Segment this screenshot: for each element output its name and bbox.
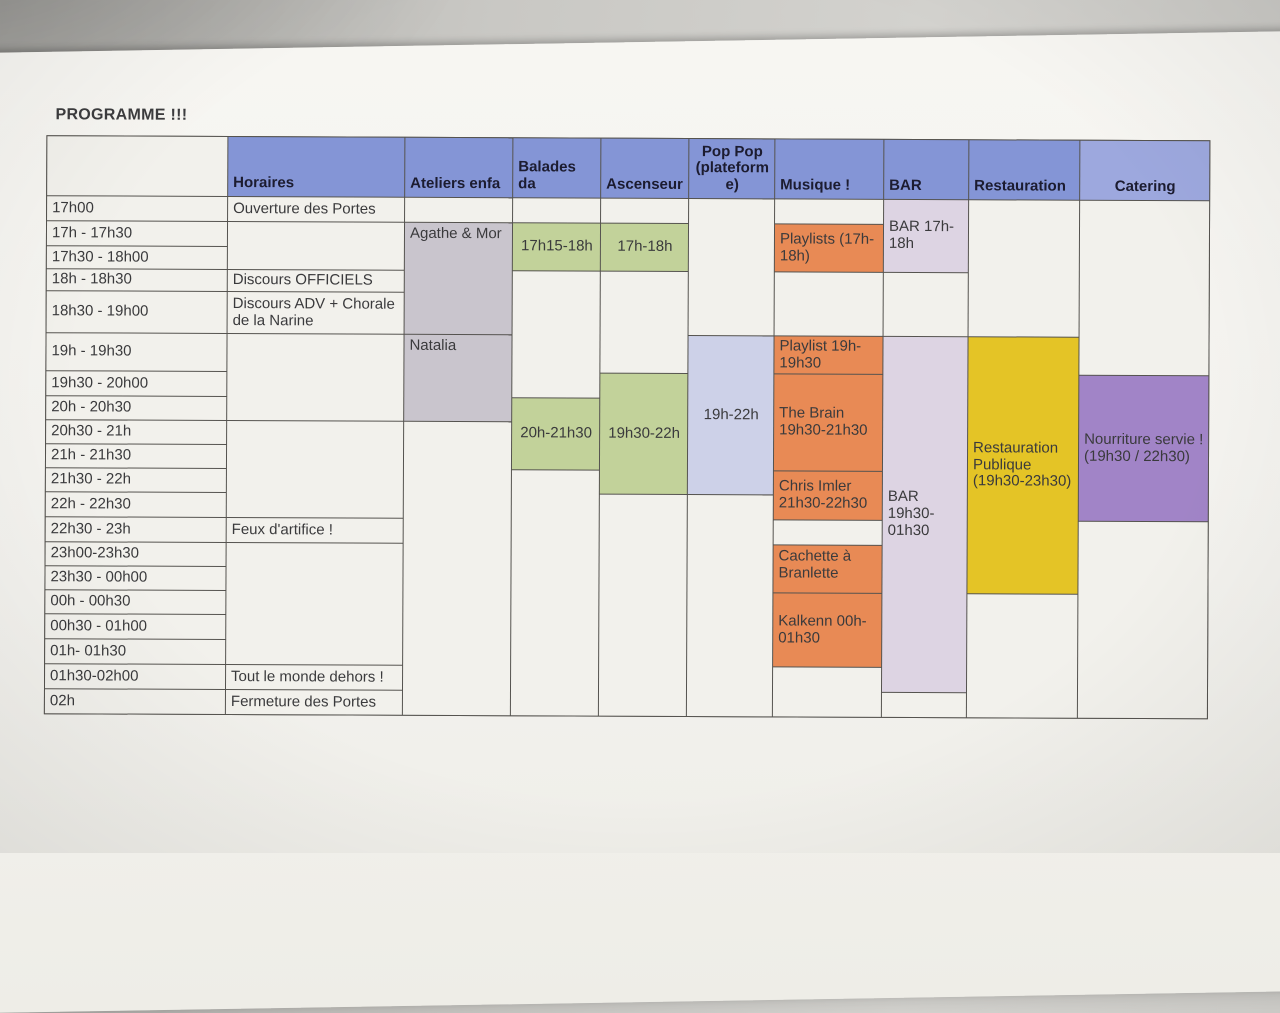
- event-ascenseur-19h30: 19h30-22h: [599, 373, 688, 495]
- empty-cell: [1079, 200, 1210, 376]
- time-cell: 23h00-23h30: [45, 542, 226, 566]
- time-cell: 22h30 - 23h: [45, 517, 226, 542]
- empty-cell: [600, 271, 688, 374]
- empty-cell: [881, 692, 966, 718]
- schedule-table: Horaires Ateliers enfa Balades da Ascens…: [43, 135, 1211, 720]
- empty-cell: [598, 494, 687, 716]
- header-musique: Musique !: [775, 139, 884, 199]
- time-cell: 18h30 - 19h00: [46, 291, 227, 333]
- empty-cell: [513, 198, 601, 223]
- event-discours-officiels: Discours OFFICIELS: [227, 269, 404, 292]
- time-cell: 20h30 - 21h: [46, 420, 227, 444]
- time-cell: 21h - 21h30: [45, 444, 227, 468]
- empty-cell: [510, 470, 599, 716]
- empty-cell: [966, 594, 1078, 718]
- event-cachette: Cachette à Branlette: [773, 545, 882, 593]
- event-playlist-19h: Playlist 19h-19h30: [774, 336, 883, 374]
- header-pop-pop: Pop Pop (plateforme): [689, 139, 775, 199]
- time-cell: 18h - 18h30: [46, 269, 227, 291]
- event-tout-le-monde-dehors: Tout le monde dehors !: [225, 664, 403, 690]
- time-cell: 22h - 22h30: [45, 492, 226, 517]
- event-agathe-mor: Agathe & Mor: [404, 222, 513, 335]
- time-cell: 00h - 00h30: [45, 590, 226, 614]
- time-cell: 01h- 01h30: [45, 639, 226, 664]
- event-bar-19h30: BAR 19h30-01h30: [881, 336, 968, 693]
- empty-cell: [226, 420, 404, 518]
- time-cell: 17h - 17h30: [46, 221, 228, 246]
- time-cell: 17h30 - 18h00: [46, 246, 227, 269]
- header-empty: [47, 136, 228, 196]
- empty-cell: [772, 667, 882, 717]
- empty-cell: [883, 272, 968, 337]
- time-cell: 20h - 20h30: [46, 396, 227, 420]
- event-discours-adv: Discours ADV + Chorale de la Narine: [227, 291, 404, 334]
- header-balades: Balades da: [513, 138, 601, 198]
- empty-cell: [773, 520, 882, 545]
- empty-cell: [227, 333, 404, 421]
- event-the-brain: The Brain 19h30-21h30: [773, 374, 883, 471]
- empty-cell: [402, 421, 512, 716]
- time-cell: 21h30 - 22h: [45, 468, 226, 492]
- time-cell: 01h30-02h00: [44, 664, 226, 689]
- header-catering: Catering: [1080, 140, 1210, 201]
- event-ouverture-portes: Ouverture des Portes: [228, 196, 405, 222]
- event-balade-17h15: 17h15-18h: [512, 223, 601, 271]
- time-cell: 19h30 - 20h00: [46, 371, 227, 396]
- time-cell: 23h30 - 00h00: [45, 566, 226, 590]
- empty-cell: [227, 221, 405, 270]
- empty-cell: [512, 271, 600, 398]
- header-ascenseur: Ascenseur: [601, 138, 689, 199]
- event-fermeture-portes: Fermeture des Portes: [225, 689, 402, 715]
- page-title: PROGRAMME !!!: [55, 106, 188, 124]
- empty-cell: [775, 199, 884, 224]
- event-chris-imler: Chris Imler 21h30-22h30: [773, 471, 882, 520]
- empty-cell: [968, 200, 1080, 337]
- empty-cell: [686, 495, 773, 717]
- event-ascenseur-17h: 17h-18h: [600, 223, 689, 272]
- header-restauration: Restauration: [969, 140, 1080, 200]
- time-cell: 02h: [44, 689, 225, 714]
- printed-schedule: PROGRAMME !!! Horaires Ateliers enfa Bal…: [43, 106, 1211, 720]
- empty-cell: [601, 198, 689, 224]
- empty-cell: [774, 272, 883, 336]
- event-kalkenn: Kalkenn 00h-01h30: [773, 593, 882, 667]
- event-restauration-publique: Restauration Publique (19h30-23h30): [967, 337, 1079, 594]
- empty-cell: [226, 542, 403, 665]
- event-bar-17h: BAR 17h-18h: [883, 199, 969, 273]
- header-ateliers: Ateliers enfa: [405, 137, 513, 198]
- event-nourriture-servie: Nourriture servie ! (19h30 / 22h30): [1078, 375, 1209, 522]
- header-horaires: Horaires: [228, 136, 405, 197]
- event-feux-artifice: Feux d'artifice !: [226, 517, 403, 543]
- time-cell: 17h00: [47, 196, 228, 221]
- time-cell: 00h30 - 01h00: [45, 614, 226, 639]
- event-balade-20h: 20h-21h30: [511, 398, 600, 470]
- header-bar: BAR: [884, 139, 969, 200]
- empty-cell: [1077, 521, 1208, 719]
- empty-cell: [688, 199, 775, 336]
- event-playlists-17h: Playlists (17h-18h): [774, 224, 884, 272]
- event-poppop-19h-22h: 19h-22h: [687, 336, 774, 495]
- event-natalia: Natalia: [404, 334, 512, 422]
- empty-cell: [405, 197, 513, 223]
- time-cell: 19h - 19h30: [46, 333, 227, 371]
